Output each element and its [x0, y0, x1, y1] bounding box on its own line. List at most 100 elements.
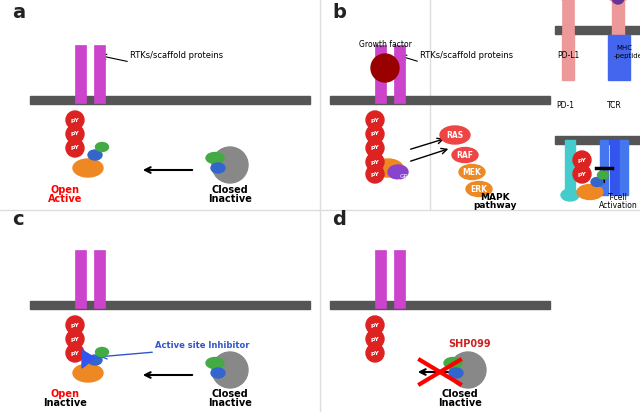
Ellipse shape — [591, 178, 603, 187]
Text: RTKs/scaffold proteins: RTKs/scaffold proteins — [420, 51, 513, 60]
Text: d: d — [332, 210, 346, 229]
Ellipse shape — [88, 355, 102, 365]
Bar — [330, 301, 550, 309]
Text: pY: pY — [577, 157, 586, 162]
Bar — [394, 45, 405, 103]
Bar — [600, 140, 608, 195]
Text: Open: Open — [51, 185, 79, 195]
Text: pY: pY — [371, 159, 380, 164]
Text: a: a — [12, 3, 25, 22]
Circle shape — [366, 344, 384, 362]
Text: MEK: MEK — [463, 168, 481, 176]
Text: b: b — [332, 3, 346, 22]
Bar — [555, 26, 640, 34]
Text: pY: pY — [371, 145, 380, 150]
Ellipse shape — [373, 159, 403, 177]
Ellipse shape — [206, 358, 224, 368]
Text: RAS: RAS — [447, 131, 463, 140]
Circle shape — [612, 0, 624, 4]
Bar — [30, 96, 310, 104]
Bar — [620, 140, 628, 195]
Text: RTKs/scaffold proteins: RTKs/scaffold proteins — [130, 51, 223, 60]
Text: pY: pY — [70, 131, 79, 136]
Circle shape — [366, 165, 384, 183]
Text: Closed: Closed — [442, 389, 478, 399]
Ellipse shape — [449, 368, 463, 378]
Circle shape — [66, 316, 84, 334]
Bar — [94, 250, 105, 308]
Text: Growth factor: Growth factor — [358, 40, 412, 49]
Text: RAF: RAF — [456, 150, 474, 159]
Text: pathway: pathway — [473, 201, 516, 210]
Bar — [612, 0, 624, 35]
Text: SOS: SOS — [388, 179, 401, 184]
Bar — [394, 250, 405, 308]
Circle shape — [573, 151, 591, 169]
Circle shape — [66, 330, 84, 348]
Text: pY: pY — [371, 323, 380, 328]
Ellipse shape — [561, 189, 579, 201]
Ellipse shape — [558, 0, 578, 1]
Bar — [375, 250, 386, 308]
Ellipse shape — [444, 358, 462, 368]
Text: TCR: TCR — [607, 101, 621, 110]
Ellipse shape — [466, 182, 492, 197]
Text: Inactive: Inactive — [438, 398, 482, 408]
Ellipse shape — [440, 126, 470, 144]
Ellipse shape — [388, 165, 408, 179]
Text: pY: pY — [371, 171, 380, 176]
Circle shape — [366, 316, 384, 334]
Text: pY: pY — [70, 117, 79, 122]
Text: Active: Active — [48, 194, 82, 204]
Bar — [610, 140, 620, 195]
Ellipse shape — [452, 147, 478, 162]
Bar — [30, 301, 310, 309]
Ellipse shape — [73, 159, 103, 177]
Circle shape — [371, 54, 399, 82]
Text: SHP099: SHP099 — [449, 339, 492, 349]
Bar — [565, 140, 575, 195]
Text: PD-L1: PD-L1 — [557, 51, 579, 60]
Bar — [75, 45, 86, 103]
Circle shape — [366, 125, 384, 143]
Text: pY: pY — [371, 117, 380, 122]
Text: pY: pY — [371, 131, 380, 136]
Text: pY: pY — [70, 323, 79, 328]
Circle shape — [212, 147, 248, 183]
Text: ERK: ERK — [470, 185, 488, 194]
Text: pY: pY — [70, 145, 79, 150]
Circle shape — [366, 139, 384, 157]
Bar — [75, 250, 86, 308]
Ellipse shape — [95, 143, 109, 152]
Ellipse shape — [73, 364, 103, 382]
Text: T-cell: T-cell — [608, 193, 628, 202]
Ellipse shape — [206, 152, 224, 164]
Text: Inactive: Inactive — [208, 194, 252, 204]
Polygon shape — [82, 350, 95, 368]
Text: -peptide: -peptide — [614, 53, 640, 59]
Bar — [94, 45, 105, 103]
Bar — [555, 136, 640, 144]
Ellipse shape — [598, 171, 609, 179]
Text: Active site Inhibitor: Active site Inhibitor — [155, 341, 250, 350]
Bar — [608, 35, 630, 80]
Circle shape — [66, 139, 84, 157]
Circle shape — [66, 125, 84, 143]
Text: Inactive: Inactive — [43, 398, 87, 408]
Text: Closed: Closed — [212, 185, 248, 195]
Text: c: c — [12, 210, 24, 229]
Circle shape — [66, 344, 84, 362]
Ellipse shape — [607, 0, 629, 2]
Text: GRB2: GRB2 — [399, 174, 417, 179]
Bar — [330, 96, 550, 104]
Text: PD-1: PD-1 — [556, 101, 574, 110]
Text: pY: pY — [371, 351, 380, 356]
Ellipse shape — [577, 185, 603, 199]
Circle shape — [66, 111, 84, 129]
Text: pY: pY — [371, 337, 380, 342]
Text: pY: pY — [70, 351, 79, 356]
Text: pY: pY — [70, 337, 79, 342]
Text: Inactive: Inactive — [208, 398, 252, 408]
Circle shape — [366, 330, 384, 348]
Ellipse shape — [211, 368, 225, 378]
